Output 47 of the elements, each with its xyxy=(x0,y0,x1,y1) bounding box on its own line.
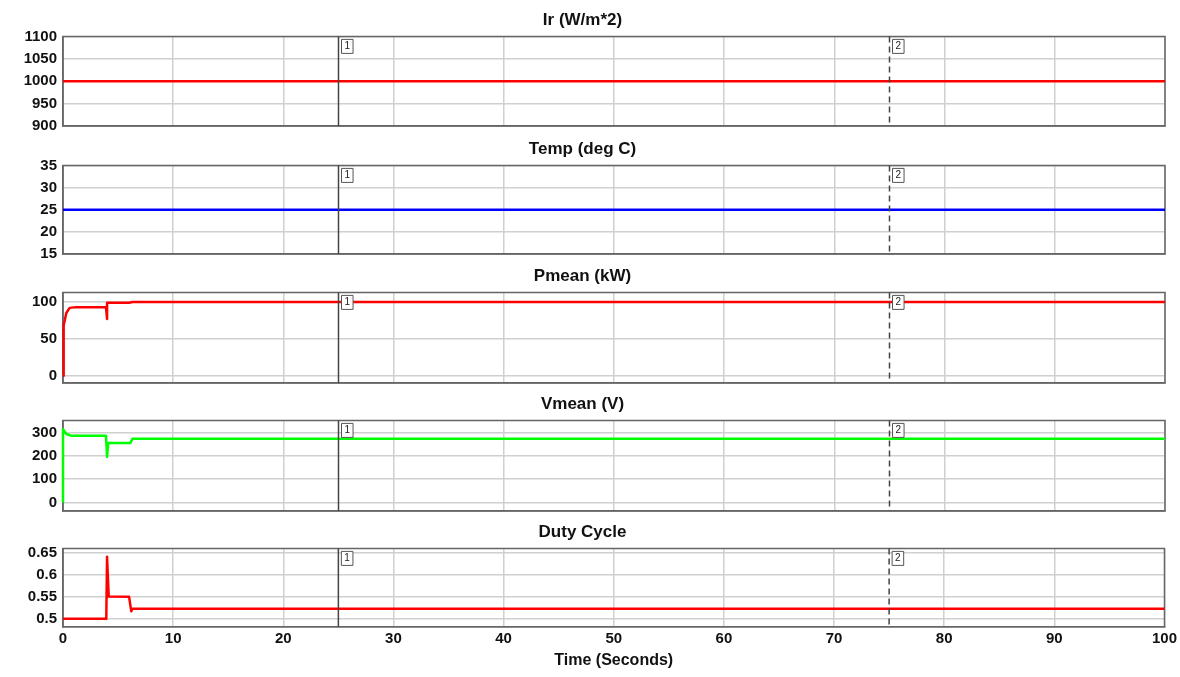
y-tick-label: 20 xyxy=(40,221,57,239)
y-tick-label: 1100 xyxy=(24,26,57,44)
chart-title: Pmean (kW) xyxy=(533,265,632,285)
annotation: 1 xyxy=(344,296,351,308)
annotation: 1 xyxy=(344,40,351,52)
y-tick-label: 1000 xyxy=(23,71,57,89)
x-tick-label: 40 xyxy=(495,628,512,646)
annotation: 2 xyxy=(895,40,902,52)
y-tick-label: 0 xyxy=(48,492,57,510)
y-tick-label: 25 xyxy=(40,199,57,217)
x-tick-label: 90 xyxy=(1045,628,1063,646)
annotation: 2 xyxy=(895,296,902,308)
y-tick-label: 0.6 xyxy=(36,564,57,582)
y-tick-label: 900 xyxy=(31,116,57,134)
annotation: 2 xyxy=(895,169,902,181)
chart-title: Duty Cycle xyxy=(538,521,627,541)
y-tick-label: 0.55 xyxy=(27,586,57,604)
annotation: 1 xyxy=(344,424,351,436)
x-tick-label: 50 xyxy=(605,628,623,646)
annotation: 1 xyxy=(344,552,351,564)
x-tick-label: 20 xyxy=(274,628,292,646)
x-tick-label: 10 xyxy=(164,628,182,646)
y-tick-label: 950 xyxy=(31,93,57,111)
chart-title: Ir (W/m*2) xyxy=(542,9,623,29)
annotation: 2 xyxy=(895,552,902,564)
y-tick-label: 100 xyxy=(31,292,57,310)
x-tick-label: 80 xyxy=(935,628,953,646)
x-axis-title: Time (Seconds) xyxy=(554,650,674,668)
y-tick-label: 0.5 xyxy=(36,609,57,627)
y-tick-label: 100 xyxy=(31,469,57,487)
annotation: 1 xyxy=(344,169,351,181)
chart-title: Temp (deg C) xyxy=(528,138,637,158)
y-tick-label: 1050 xyxy=(23,48,57,66)
y-tick-label: 300 xyxy=(31,422,57,440)
y-tick-label: 0 xyxy=(48,365,57,383)
chart-title: Vmean (V) xyxy=(540,393,625,413)
y-tick-label: 50 xyxy=(40,328,57,346)
annotation: 2 xyxy=(895,424,902,436)
x-tick-label: 60 xyxy=(715,628,733,646)
y-tick-label: 30 xyxy=(40,177,57,195)
y-tick-label: 200 xyxy=(31,446,57,464)
x-tick-label: 100 xyxy=(1151,628,1177,646)
x-tick-label: 30 xyxy=(385,628,402,646)
y-tick-label: 35 xyxy=(40,155,57,173)
x-tick-label: 70 xyxy=(825,628,843,646)
y-tick-label: 15 xyxy=(40,244,57,262)
y-tick-label: 0.65 xyxy=(27,542,57,560)
